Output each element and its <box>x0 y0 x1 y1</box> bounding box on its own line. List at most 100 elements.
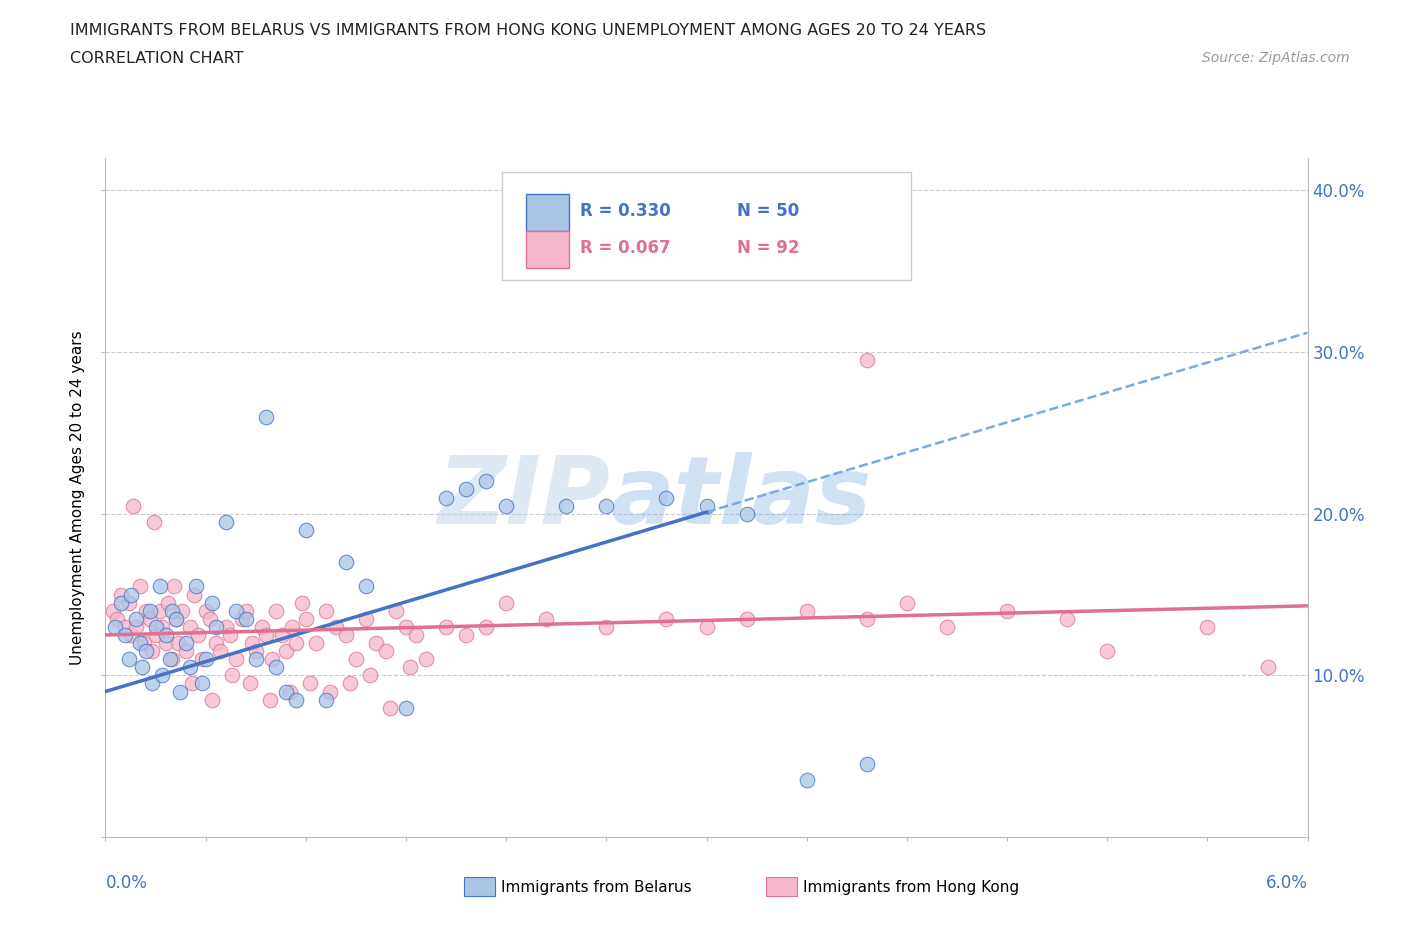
Point <box>374 644 396 658</box>
Point <box>118 652 141 667</box>
Point <box>156 595 179 610</box>
Point <box>274 684 297 699</box>
Point <box>160 604 183 618</box>
Point <box>221 668 243 683</box>
Point <box>259 692 281 707</box>
FancyBboxPatch shape <box>526 232 569 268</box>
Point <box>184 579 207 594</box>
Point <box>155 628 177 643</box>
Text: Immigrants from Hong Kong: Immigrants from Hong Kong <box>803 880 1019 895</box>
Point <box>187 628 209 643</box>
Point <box>225 652 247 667</box>
Point <box>159 652 181 667</box>
Point <box>190 652 212 667</box>
Point <box>495 595 517 610</box>
Point <box>995 604 1018 618</box>
Point <box>103 604 125 618</box>
Text: N = 50: N = 50 <box>737 202 799 220</box>
Point <box>118 595 141 610</box>
Point <box>231 611 253 626</box>
Point <box>305 635 328 650</box>
Point <box>315 604 337 618</box>
Point <box>235 604 257 618</box>
Point <box>284 635 307 650</box>
Point <box>415 652 437 667</box>
Text: R = 0.067: R = 0.067 <box>581 239 671 258</box>
Point <box>160 652 183 667</box>
Text: Immigrants from Belarus: Immigrants from Belarus <box>501 880 692 895</box>
Point <box>399 660 422 675</box>
Point <box>225 604 247 618</box>
Point <box>135 644 157 658</box>
Point <box>180 676 202 691</box>
Point <box>655 490 678 505</box>
Point <box>354 611 377 626</box>
Point <box>339 676 361 691</box>
Point <box>1197 619 1219 634</box>
Point <box>534 611 557 626</box>
Point <box>454 482 477 497</box>
Point <box>260 652 283 667</box>
Point <box>179 619 201 634</box>
Point <box>165 611 187 626</box>
Point <box>378 700 401 715</box>
Point <box>454 628 477 643</box>
Point <box>141 676 163 691</box>
Point <box>214 514 236 529</box>
Point <box>121 587 143 602</box>
Point <box>214 619 236 634</box>
Point <box>142 514 165 529</box>
Point <box>169 684 191 699</box>
Point <box>395 619 418 634</box>
Point <box>110 595 132 610</box>
Point <box>131 660 153 675</box>
Point <box>162 579 184 594</box>
FancyBboxPatch shape <box>526 194 569 231</box>
Point <box>239 676 262 691</box>
Point <box>240 635 263 650</box>
Point <box>319 684 342 699</box>
Point <box>335 628 357 643</box>
Point <box>495 498 517 513</box>
Point <box>264 660 287 675</box>
Point <box>855 757 877 772</box>
Point <box>325 619 347 634</box>
Point <box>291 595 314 610</box>
Point <box>194 604 217 618</box>
Point <box>148 579 170 594</box>
Point <box>735 506 758 521</box>
Point <box>475 474 498 489</box>
Text: 0.0%: 0.0% <box>105 874 148 893</box>
Point <box>595 498 617 513</box>
Point <box>315 692 337 707</box>
Point <box>250 619 273 634</box>
Point <box>270 628 292 643</box>
Point <box>364 635 387 650</box>
Point <box>896 595 918 610</box>
Point <box>107 611 129 626</box>
Point <box>434 490 457 505</box>
Point <box>695 498 717 513</box>
Y-axis label: Unemployment Among Ages 20 to 24 years: Unemployment Among Ages 20 to 24 years <box>70 330 86 665</box>
Point <box>434 619 457 634</box>
Point <box>145 628 167 643</box>
Point <box>335 555 357 570</box>
Point <box>1097 644 1119 658</box>
Point <box>208 644 231 658</box>
Point <box>555 498 578 513</box>
Point <box>174 644 197 658</box>
Point <box>796 773 818 788</box>
Point <box>475 619 498 634</box>
Point <box>235 611 257 626</box>
Point <box>150 668 173 683</box>
Point <box>245 652 267 667</box>
Point <box>110 587 132 602</box>
Point <box>344 652 367 667</box>
Point <box>595 619 617 634</box>
Point <box>155 635 177 650</box>
Point <box>114 628 136 643</box>
Point <box>114 619 136 634</box>
Point <box>150 619 173 634</box>
Point <box>201 595 224 610</box>
Point <box>145 619 167 634</box>
